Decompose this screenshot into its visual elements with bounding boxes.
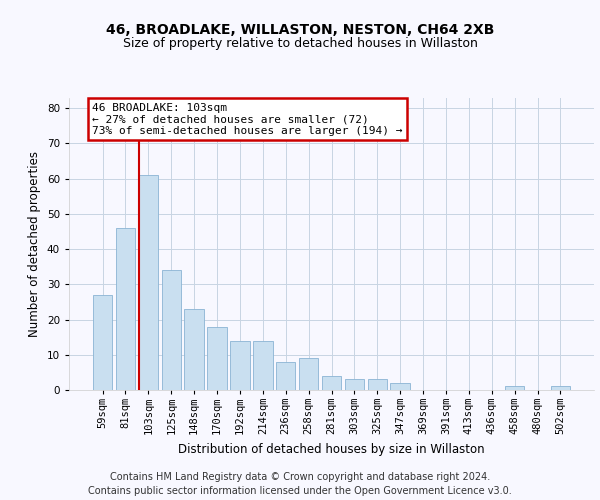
Bar (93, 295, 112, 390)
Bar (322, 376, 341, 390)
Bar (161, 270, 181, 390)
Y-axis label: Number of detached properties: Number of detached properties (28, 151, 41, 337)
Bar (139, 175, 158, 390)
Text: Contains public sector information licensed under the Open Government Licence v3: Contains public sector information licen… (88, 486, 512, 496)
Bar (116, 228, 135, 390)
X-axis label: Distribution of detached houses by size in Willaston: Distribution of detached houses by size … (178, 443, 485, 456)
Bar (551, 386, 570, 390)
Text: 46 BROADLAKE: 103sqm
← 27% of detached houses are smaller (72)
73% of semi-detac: 46 BROADLAKE: 103sqm ← 27% of detached h… (92, 103, 403, 136)
Bar (230, 340, 250, 390)
Bar (505, 386, 524, 390)
Text: Contains HM Land Registry data © Crown copyright and database right 2024.: Contains HM Land Registry data © Crown c… (110, 472, 490, 482)
Bar (344, 380, 364, 390)
Bar (276, 362, 295, 390)
Bar (368, 380, 387, 390)
Text: Size of property relative to detached houses in Willaston: Size of property relative to detached ho… (122, 38, 478, 51)
Bar (184, 309, 204, 390)
Bar (208, 326, 227, 390)
Text: 46, BROADLAKE, WILLASTON, NESTON, CH64 2XB: 46, BROADLAKE, WILLASTON, NESTON, CH64 2… (106, 22, 494, 36)
Bar (391, 383, 410, 390)
Bar (299, 358, 319, 390)
Bar (253, 340, 272, 390)
